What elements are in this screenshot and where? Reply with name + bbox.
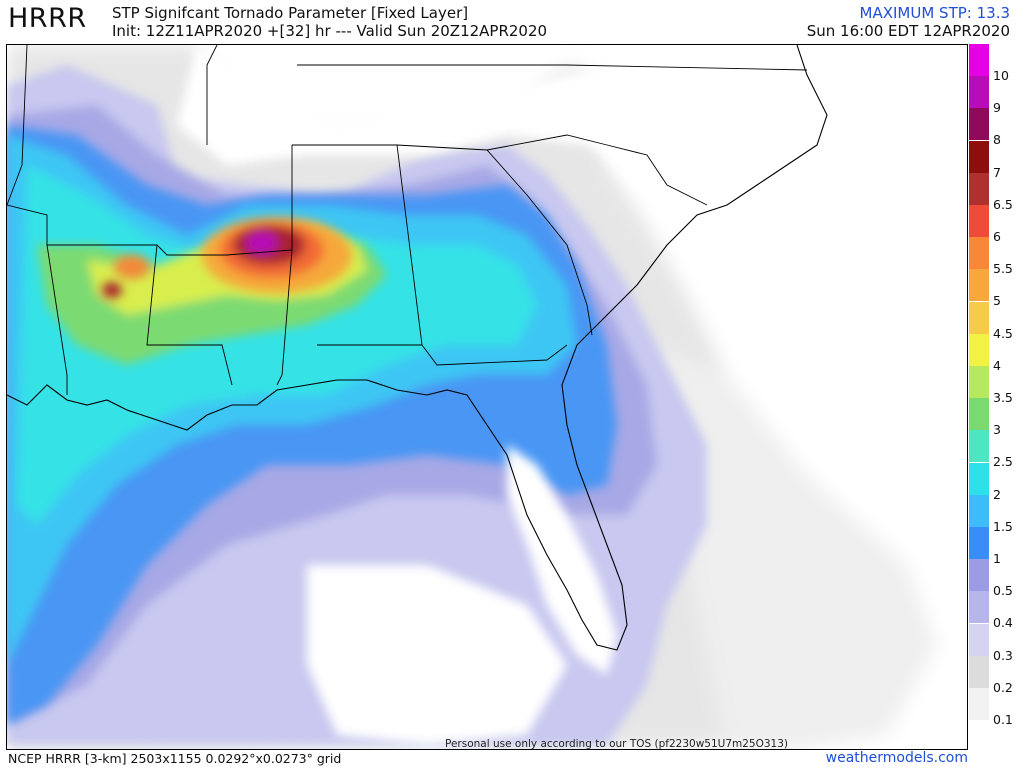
legend-label: 1.5 <box>993 518 1013 534</box>
legend-label: 4.5 <box>993 325 1013 341</box>
legend-label: 3.5 <box>993 390 1013 405</box>
legend-label: 6.5 <box>993 196 1013 212</box>
legend-swatch <box>969 205 989 237</box>
legend-swatch <box>969 140 989 173</box>
legend-swatch <box>969 655 989 688</box>
legend-item: 1.5 <box>969 494 1021 533</box>
legend-swatch <box>969 559 989 592</box>
legend-label: 0.2 <box>993 679 1013 695</box>
legend-item: 5.5 <box>969 237 1021 276</box>
legend-item: 1 <box>969 527 1021 566</box>
legend-swatch <box>969 172 989 205</box>
chart-title: STP Signifcant Tornado Parameter [Fixed … <box>112 4 469 22</box>
legend-label: 3 <box>993 422 1001 438</box>
legend-item: 0.2 <box>969 655 1021 694</box>
legend-item: 8 <box>969 108 1021 147</box>
site-link[interactable]: weathermodels.com <box>825 750 968 766</box>
legend-swatch <box>969 108 989 141</box>
legend-item: 4.5 <box>969 301 1021 340</box>
legend-label: 6 <box>993 229 1001 244</box>
legend-label: 9 <box>993 100 1001 116</box>
legend-item: 2 <box>969 462 1021 501</box>
max-stp-label: MAXIMUM STP: 13.3 <box>859 4 1010 22</box>
legend-label: 1 <box>993 551 1001 566</box>
coastline <box>7 45 828 651</box>
map-frame[interactable] <box>6 44 968 750</box>
legend-swatch <box>969 333 989 366</box>
legend-label: 4 <box>993 357 1001 373</box>
legend-label: 0.1 <box>993 712 1013 727</box>
tos-notice: Personal use only according to our TOS (… <box>445 738 788 750</box>
legend-swatch <box>969 623 989 656</box>
legend-item: 3 <box>969 398 1021 437</box>
legend-label: 7 <box>993 164 1001 180</box>
legend-label: 10 <box>993 68 1009 83</box>
legend-label: 2.5 <box>993 454 1013 470</box>
legend-swatch <box>969 366 989 398</box>
legend-item: 0.3 <box>969 623 1021 662</box>
stp-map <box>7 45 937 749</box>
legend-item: 9 <box>969 76 1021 115</box>
state-borders <box>7 45 808 395</box>
legend-item: 0.5 <box>969 559 1021 598</box>
legend-swatch <box>969 527 989 559</box>
init-valid-line: Init: 12Z11APR2020 +[32] hr --- Valid Su… <box>112 22 548 40</box>
legend-swatch <box>969 76 989 109</box>
legend-item: 7 <box>969 140 1021 179</box>
low-value-land <box>177 45 827 745</box>
legend-item: 0.4 <box>969 591 1021 630</box>
legend-swatch <box>969 269 989 302</box>
legend-swatch <box>969 494 989 527</box>
legend-swatch <box>969 430 989 463</box>
grid-info: NCEP HRRR [3-km] 2503x1155 0.0292°x0.027… <box>8 751 342 766</box>
legend-item: 6.5 <box>969 172 1021 211</box>
legend-label: 5.5 <box>993 261 1013 277</box>
legend-label: 8 <box>993 132 1001 148</box>
legend-label: 2 <box>993 486 1001 502</box>
legend-swatch <box>969 44 989 76</box>
local-valid-time: Sun 16:00 EDT 12APR2020 <box>806 22 1010 40</box>
color-legend: 10 9 8 7 6.5 6 5.5 5 4.5 4 3.5 3 2.5 2 1.5 1 0.5 0.4 0.3 0.… <box>969 44 1021 727</box>
legend-swatch <box>969 301 989 334</box>
legend-item: 0.1 <box>969 688 1021 727</box>
legend-item: 5 <box>969 269 1021 308</box>
legend-item: 3.5 <box>969 366 1021 405</box>
legend-item: 6 <box>969 205 1021 244</box>
legend-label: 0.5 <box>993 583 1013 599</box>
legend-swatch <box>969 591 989 624</box>
legend-swatch <box>969 688 989 720</box>
legend-label: 0.4 <box>993 615 1013 631</box>
legend-swatch <box>969 398 989 431</box>
legend-item: 2.5 <box>969 430 1021 469</box>
legend-swatch <box>969 237 989 270</box>
legend-item: 10 <box>969 44 1021 83</box>
field-layer-hotspot <box>102 217 352 298</box>
legend-label: 0.3 <box>993 647 1013 663</box>
legend-label: 5 <box>993 293 1001 309</box>
legend-item: 4 <box>969 333 1021 372</box>
legend-swatch <box>969 462 989 495</box>
model-name: HRRR <box>8 3 87 34</box>
